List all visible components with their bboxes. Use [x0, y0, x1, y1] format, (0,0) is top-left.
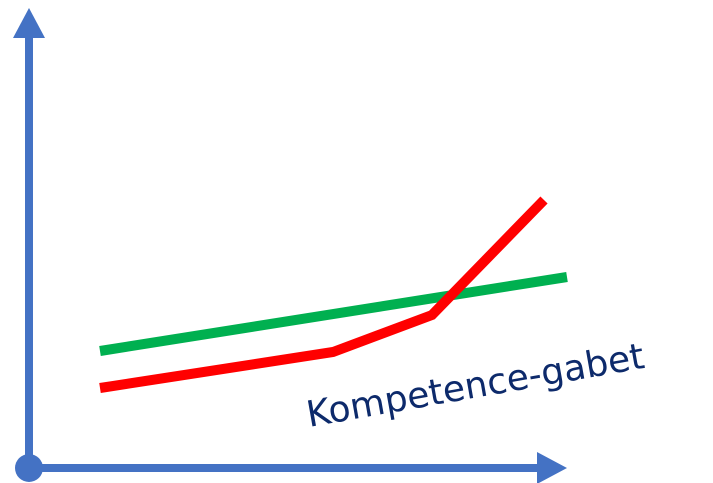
- origin-dot: [15, 454, 43, 482]
- red-line: [99, 196, 548, 393]
- green-line: [99, 272, 568, 356]
- x-axis-arrowhead: [537, 452, 567, 483]
- y-axis-arrowhead: [13, 8, 45, 38]
- gap-caption: Kompetence-gabet: [303, 336, 647, 436]
- axes: [13, 8, 567, 483]
